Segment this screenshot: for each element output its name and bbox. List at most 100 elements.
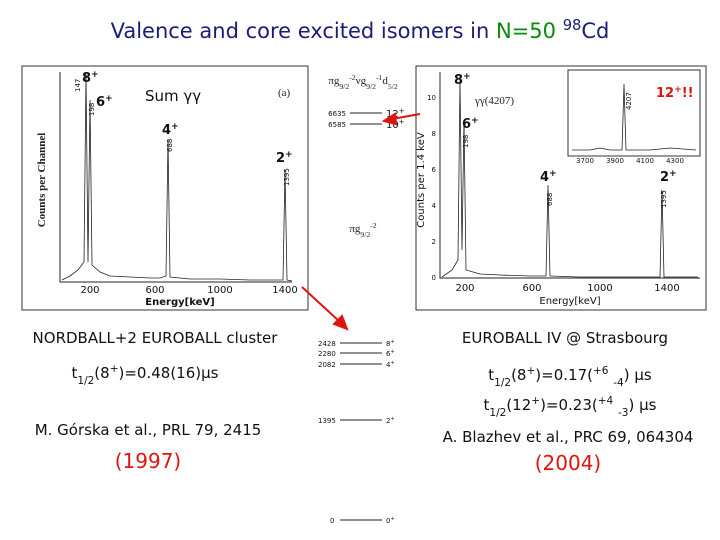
x-tick-label: 1400 bbox=[272, 285, 297, 296]
peak-label: 6+ bbox=[462, 116, 479, 132]
text-segment: + bbox=[531, 395, 540, 407]
x-tick-label: 200 bbox=[455, 283, 474, 294]
level-energy: 1395 bbox=[318, 417, 336, 425]
x-tick-label: 1000 bbox=[207, 285, 232, 296]
panel-frame bbox=[21, 65, 309, 311]
peak-label: 4+ bbox=[162, 122, 179, 138]
axes bbox=[59, 72, 292, 283]
x-tick-label: 1000 bbox=[587, 283, 612, 294]
peak-label: 8+ bbox=[82, 70, 99, 86]
configuration: πg9/2-2 bbox=[349, 221, 376, 239]
text-segment: + bbox=[105, 94, 113, 104]
text-segment: 4 bbox=[540, 170, 549, 185]
energy-label: 198 bbox=[88, 103, 96, 116]
slide-title: Valence and core excited isomers in N=50… bbox=[111, 17, 610, 44]
text-segment: ) μs bbox=[624, 366, 652, 384]
energy-label: 688 bbox=[166, 139, 174, 152]
year: (1997) bbox=[115, 449, 182, 473]
text-segment: + bbox=[471, 116, 479, 126]
inset-tick-label: 3700 bbox=[576, 157, 594, 165]
text-segment: πg bbox=[349, 223, 361, 235]
text-segment: 9/2 bbox=[360, 230, 370, 239]
text-segment: -1 bbox=[376, 73, 383, 82]
text-segment: νg bbox=[356, 75, 367, 87]
inset-tick-label: 4300 bbox=[666, 157, 684, 165]
text-segment: 1/2 bbox=[494, 377, 511, 389]
text-segment: + bbox=[390, 349, 394, 355]
panel-label: (a) bbox=[278, 87, 291, 99]
year: (2004) bbox=[535, 451, 602, 475]
energy-label: 147 bbox=[74, 79, 82, 92]
text-segment: + bbox=[399, 118, 405, 126]
x-tick-label: 1400 bbox=[654, 283, 679, 294]
text-segment: πg bbox=[328, 75, 340, 87]
configuration: πg9/2-2νg9/2-1d5/2 bbox=[328, 73, 397, 91]
text-segment: N=50 bbox=[496, 19, 556, 43]
text-segment: + bbox=[390, 360, 394, 366]
text-segment: + bbox=[674, 85, 682, 95]
text-segment: + bbox=[669, 169, 677, 179]
peak-label: 6+ bbox=[96, 94, 113, 110]
level-energy: 2280 bbox=[318, 350, 336, 358]
text-segment: 5/2 bbox=[388, 82, 398, 91]
text-segment: (12 bbox=[506, 396, 531, 414]
text-segment: + bbox=[549, 169, 557, 179]
text-segment: 1/2 bbox=[77, 375, 94, 387]
arrowhead bbox=[332, 314, 349, 331]
text-segment: + bbox=[390, 339, 394, 345]
text-segment: 9/2 bbox=[339, 82, 349, 91]
energy-label: 688 bbox=[546, 193, 554, 206]
text-segment: + bbox=[285, 150, 293, 160]
text-segment: (8 bbox=[511, 366, 526, 384]
right-spectrum: 4207 3700 3900 4100 4300 8+ γγ(4207) 6+ … bbox=[415, 65, 707, 311]
text-segment: 2 bbox=[276, 151, 285, 166]
y-tick-label: 10 bbox=[427, 94, 436, 102]
inset-frame bbox=[567, 69, 701, 157]
x-axis-label: Energy[keV] bbox=[145, 297, 214, 308]
setup-label: NORDBALL+2 EUROBALL cluster bbox=[33, 329, 279, 347]
text-segment: 1/2 bbox=[489, 407, 506, 419]
text-segment: 4 bbox=[386, 361, 391, 369]
text-segment: 9/2 bbox=[366, 82, 376, 91]
text-segment: +4 bbox=[598, 395, 614, 407]
text-segment: -2 bbox=[349, 73, 356, 82]
half-life: t1/2(8+)=0.17(+6 -4) μs bbox=[488, 365, 652, 389]
text-segment: )=0.17( bbox=[535, 366, 593, 384]
energy-label: 4207 bbox=[625, 92, 633, 110]
reference: A. Blazhev et al., PRC 69, 064304 bbox=[443, 428, 694, 446]
peak-label: 2+ bbox=[660, 169, 677, 185]
level-energy: 2428 bbox=[318, 340, 336, 348]
energy-label: 198 bbox=[462, 135, 470, 148]
text-segment: 6 bbox=[96, 95, 105, 110]
y-axis-label: Counts per 1.4 keV bbox=[416, 132, 427, 228]
text-segment: 12 bbox=[656, 86, 674, 101]
x-tick-label: 600 bbox=[145, 285, 164, 296]
y-tick-label: 8 bbox=[432, 130, 436, 138]
left-spectrum: 8+ 6+ 147 198 Sum γγ (a) 4+ 688 2+ 1395 … bbox=[21, 65, 309, 311]
y-axis-label: Counts per Channel bbox=[36, 133, 48, 228]
peak-label: 12+!! bbox=[656, 85, 694, 101]
text-segment: + bbox=[390, 416, 394, 422]
level-spin: 10+ bbox=[386, 118, 405, 131]
text-segment: 2 bbox=[386, 417, 390, 425]
text-segment: 10 bbox=[386, 120, 399, 131]
level-energy: 0 bbox=[330, 517, 334, 525]
level-energy: 2082 bbox=[318, 361, 336, 369]
energy-label: 1395 bbox=[660, 190, 668, 208]
level-energy: 6585 bbox=[328, 121, 346, 129]
text-segment: t bbox=[488, 366, 494, 384]
arrow bbox=[301, 286, 341, 323]
x-axis-label: Energy[keV] bbox=[539, 296, 600, 307]
text-segment: + bbox=[171, 122, 179, 132]
text-segment: + bbox=[390, 516, 394, 522]
level-spin: 4+ bbox=[386, 360, 395, 369]
level-energy: 6635 bbox=[328, 110, 346, 118]
text-segment: 6 bbox=[386, 350, 391, 358]
text-segment: Valence and core excited isomers in bbox=[111, 19, 496, 43]
text-segment: t bbox=[484, 396, 490, 414]
scheme-frame bbox=[310, 66, 416, 540]
axes bbox=[439, 72, 700, 279]
text-segment: )=0.23( bbox=[540, 396, 598, 414]
level-spin: 2+ bbox=[386, 416, 395, 425]
inset-tick-label: 4100 bbox=[636, 157, 654, 165]
